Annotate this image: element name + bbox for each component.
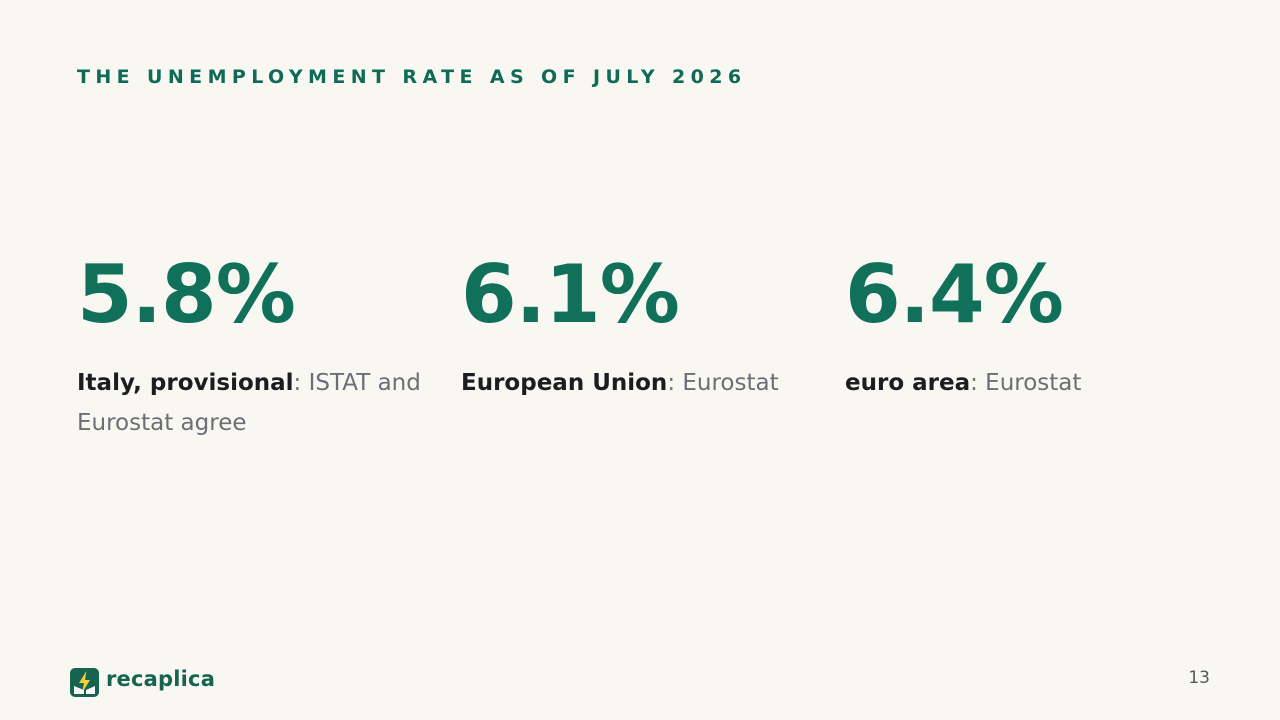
stat-label: European Union (461, 370, 668, 396)
stat-separator: : (970, 370, 978, 396)
stat-label: Italy, provisional (77, 370, 294, 396)
stat-source: Eurostat (675, 370, 779, 396)
brand-logo: recaplica (70, 666, 216, 697)
stat-separator: : (293, 370, 302, 396)
page-number: 13 (1188, 668, 1210, 688)
stat-european-union: 6.1% European Union: Eurostat (461, 250, 821, 403)
stat-separator: : (667, 370, 676, 396)
slide-title: THE UNEMPLOYMENT RATE AS OF JULY 2026 (77, 66, 747, 88)
stat-description: Italy, provisional: ISTAT and Eurostat a… (77, 363, 437, 443)
stat-description: euro area: Eurostat (845, 363, 1205, 403)
stat-description: European Union: Eurostat (461, 363, 821, 403)
recaplica-logo-icon (70, 668, 99, 697)
stat-source: Eurostat (977, 370, 1082, 396)
stat-value: 5.8% (77, 248, 296, 341)
stat-value: 6.1% (461, 248, 680, 341)
stat-source: ISTAT and Eurostat agree (77, 370, 421, 436)
brand-name: recaplica (106, 666, 216, 691)
stat-value: 6.4% (845, 248, 1064, 341)
stat-label: euro area (845, 370, 971, 396)
stat-italy: 5.8% Italy, provisional: ISTAT and Euros… (77, 250, 437, 443)
stat-euro-area: 6.4% euro area: Eurostat (845, 250, 1205, 403)
stats-row: 5.8% Italy, provisional: ISTAT and Euros… (77, 250, 1227, 450)
